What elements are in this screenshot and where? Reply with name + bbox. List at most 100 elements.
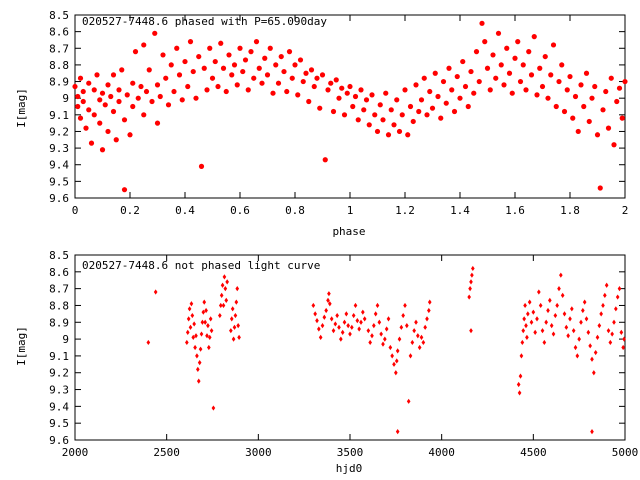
phased-data-point bbox=[91, 112, 97, 118]
unphased-data-point bbox=[231, 336, 236, 342]
unphased-data-point bbox=[555, 302, 559, 309]
unphased-data-point bbox=[395, 348, 400, 354]
unphased-data-point bbox=[395, 428, 400, 435]
unphased-data-point bbox=[204, 307, 208, 314]
phased-y-tick-label: 8.8 bbox=[49, 59, 69, 72]
unphased-data-point bbox=[218, 302, 223, 309]
phased-data-point bbox=[160, 52, 166, 58]
phased-data-point bbox=[163, 75, 169, 81]
phased-data-point bbox=[97, 97, 103, 103]
phased-data-point bbox=[366, 122, 372, 128]
phased-data-point bbox=[446, 65, 452, 71]
unphased-x-axis-label: hjd0 bbox=[336, 462, 363, 475]
phased-data-point bbox=[212, 58, 218, 65]
unphased-y-tick-label: 8.6 bbox=[49, 266, 69, 279]
phased-plot-frame bbox=[74, 14, 626, 199]
unphased-data-point bbox=[383, 336, 387, 342]
phased-data-point bbox=[207, 45, 213, 51]
phased-data-point bbox=[471, 90, 477, 96]
phased-data-point bbox=[286, 49, 293, 55]
phased-y-tick-label: 9.3 bbox=[49, 142, 69, 155]
unphased-data-point bbox=[549, 323, 554, 329]
phased-data-point bbox=[237, 45, 243, 51]
phased-data-point bbox=[556, 78, 562, 85]
unphased-data-point bbox=[320, 323, 325, 329]
phased-data-point bbox=[108, 93, 114, 100]
unphased-data-point bbox=[311, 302, 316, 309]
unphased-data-point bbox=[384, 326, 389, 332]
phased-data-point bbox=[146, 67, 152, 73]
unphased-plot: 020527-7448.6 not phased light curve hjd… bbox=[15, 249, 638, 475]
unphased-data-point bbox=[344, 311, 349, 317]
phased-data-point bbox=[253, 39, 260, 45]
phased-data-point bbox=[209, 75, 216, 81]
phased-data-point bbox=[473, 49, 480, 55]
phased-data-point bbox=[429, 105, 436, 111]
phased-data-point bbox=[578, 82, 584, 88]
phased-data-point bbox=[517, 78, 524, 85]
phased-data-point bbox=[80, 88, 86, 95]
unphased-data-point bbox=[203, 319, 207, 325]
phased-data-point bbox=[355, 117, 361, 123]
phased-data-point bbox=[154, 82, 161, 88]
unphased-data-point bbox=[571, 328, 576, 334]
phased-data-point bbox=[592, 83, 598, 90]
unphased-data-point bbox=[326, 297, 330, 304]
unphased-data-point bbox=[351, 312, 356, 319]
unphased-data-point bbox=[579, 319, 583, 325]
unphased-data-point bbox=[208, 316, 213, 322]
phased-y-tick-label: 9.5 bbox=[49, 175, 69, 188]
unphased-data-point bbox=[315, 317, 319, 324]
phased-data-point bbox=[611, 142, 617, 148]
unphased-data-point bbox=[560, 292, 565, 298]
unphased-data-point bbox=[544, 319, 548, 325]
phased-data-point bbox=[537, 65, 543, 71]
phased-data-point bbox=[198, 163, 205, 169]
phased-plot-title: 020527-7448.6 phased with P=65.090day bbox=[82, 15, 327, 28]
phased-data-point bbox=[113, 137, 119, 143]
phased-data-point bbox=[226, 52, 232, 58]
phased-data-point bbox=[410, 118, 416, 125]
unphased-data-point bbox=[197, 360, 202, 366]
phased-data-point bbox=[303, 70, 309, 76]
unphased-data-point bbox=[388, 344, 393, 351]
unphased-data-point bbox=[372, 323, 376, 329]
unphased-data-point bbox=[199, 331, 204, 337]
phased-data-point bbox=[94, 72, 100, 78]
unphased-data-point bbox=[416, 333, 420, 339]
phased-data-point bbox=[586, 118, 592, 125]
unphased-data-point bbox=[423, 324, 427, 330]
phased-data-point bbox=[333, 77, 339, 83]
unphased-data-point bbox=[469, 279, 473, 285]
phased-y-tick-label: 8.9 bbox=[49, 76, 69, 89]
unphased-data-point bbox=[553, 312, 558, 319]
phased-data-point bbox=[97, 120, 103, 126]
phased-x-tick-label: 0.6 bbox=[230, 204, 250, 217]
unphased-x-tick-label: 2000 bbox=[62, 446, 89, 459]
unphased-data-point bbox=[590, 356, 594, 362]
phased-data-point bbox=[339, 85, 345, 91]
unphased-data-point bbox=[427, 299, 432, 305]
phased-data-point bbox=[127, 132, 133, 138]
unphased-data-point bbox=[529, 319, 534, 325]
phased-data-point bbox=[413, 82, 419, 88]
phased-data-point bbox=[432, 70, 438, 76]
phased-data-point bbox=[600, 107, 606, 113]
phased-data-point bbox=[363, 97, 370, 103]
phased-data-point bbox=[119, 67, 125, 73]
phased-x-tick-label: 0.8 bbox=[285, 204, 305, 217]
phased-data-point bbox=[328, 80, 334, 86]
unphased-data-point bbox=[322, 314, 327, 320]
phased-data-point bbox=[402, 87, 408, 93]
phased-data-point bbox=[248, 49, 254, 55]
unphased-data-point bbox=[337, 324, 341, 330]
phased-x-tick-label: 1.6 bbox=[505, 204, 525, 217]
unphased-data-point bbox=[198, 346, 203, 352]
phased-data-point bbox=[391, 122, 397, 128]
phased-x-tick-label: 0 bbox=[72, 204, 79, 217]
unphased-data-point bbox=[575, 353, 580, 359]
unphased-data-point bbox=[568, 316, 572, 322]
unphased-data-point bbox=[390, 353, 394, 359]
unphased-data-point bbox=[417, 344, 422, 351]
phased-data-point bbox=[531, 34, 537, 40]
